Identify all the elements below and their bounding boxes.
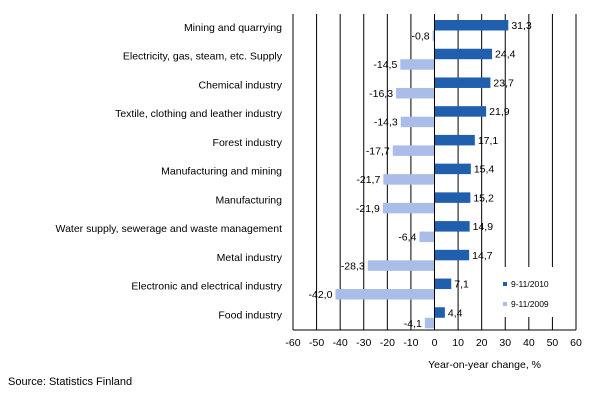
- bar-2010: [434, 20, 509, 31]
- value-label-2010: 15,2: [473, 192, 494, 204]
- value-label-2010: 31,3: [511, 20, 532, 32]
- value-label-2010: 17,1: [478, 135, 499, 147]
- bar-2010: [434, 307, 445, 318]
- x-tick-label: 50: [547, 337, 559, 349]
- value-label-2010: 4,4: [448, 307, 463, 319]
- x-tick-labels: -60 -50 -40 -30 -20 -10 0 10 20 30 40 50 60: [285, 337, 582, 349]
- x-tick-label: -50: [309, 337, 324, 349]
- bar-2010: [434, 163, 471, 175]
- bar-2009: [383, 174, 435, 185]
- source-note: Source: Statistics Finland: [8, 376, 133, 388]
- value-label-2009: -14,5: [373, 59, 397, 71]
- value-label-2009: -17,7: [366, 145, 390, 157]
- value-label-2010: 14,9: [473, 221, 494, 233]
- value-label-2010: 23,7: [493, 77, 514, 89]
- value-label-2009: -0,8: [412, 31, 430, 43]
- category-label: Forest industry: [213, 137, 283, 149]
- value-label-2010: 7,1: [454, 279, 469, 291]
- value-label-2010: 14,7: [472, 250, 493, 262]
- category-label: Manufacturing and mining: [161, 166, 282, 178]
- bar-2010: [434, 134, 475, 146]
- bars: [335, 20, 509, 329]
- category-label: Metal industry: [217, 252, 283, 264]
- x-tick-label: -20: [380, 337, 395, 349]
- value-label-2009: -16,3: [369, 88, 393, 100]
- legend: 9-11/2010 9-11/2009: [497, 267, 569, 317]
- category-label: Textile, clothing and leather industry: [115, 108, 283, 120]
- category-label: Electronic and electrical industry: [131, 281, 282, 293]
- value-label-2009: -4,1: [404, 318, 422, 330]
- bar-2009: [367, 260, 435, 271]
- category-label: Manufacturing: [215, 194, 282, 206]
- value-label-2009: -21,7: [356, 174, 380, 186]
- legend-swatch-2009: [503, 302, 507, 306]
- bar-2010: [434, 106, 487, 117]
- x-tick-label: -30: [356, 337, 371, 349]
- bar-2009: [392, 145, 435, 156]
- x-tick-label: 20: [476, 337, 488, 349]
- value-label-2009: -42,0: [309, 289, 333, 301]
- x-tick-label: 40: [523, 337, 535, 349]
- x-tick-label: -10: [403, 337, 418, 349]
- x-tick-label: 30: [499, 337, 511, 349]
- bar-2010: [434, 192, 471, 203]
- x-tick-label: 0: [432, 337, 438, 349]
- category-label: Mining and quarrying: [184, 22, 282, 34]
- x-tick-label: 10: [452, 337, 464, 349]
- bar-2010: [434, 77, 491, 88]
- value-label-2009: -21,9: [356, 203, 380, 215]
- value-label-2010: 24,4: [495, 49, 516, 61]
- bar-2010: [434, 221, 470, 232]
- x-tick-label: -60: [285, 337, 300, 349]
- bar-2009: [382, 202, 435, 214]
- value-label-2010: 15,4: [474, 164, 495, 176]
- category-label: Electricity, gas, steam, etc. Supply: [123, 51, 283, 63]
- legend-label-2010: 9-11/2010: [511, 279, 549, 289]
- bar-2009: [335, 289, 435, 300]
- value-label-2010: 21,9: [489, 106, 510, 118]
- x-tick-label: -40: [333, 337, 348, 349]
- x-axis-title: Year-on-year change, %: [428, 359, 541, 371]
- category-labels: Mining and quarrying Electricity, gas, st…: [56, 22, 283, 321]
- value-label-2009: -14,3: [374, 117, 398, 129]
- x-tick-label: 60: [570, 337, 582, 349]
- bar-2010: [434, 278, 452, 290]
- bar-2010: [434, 249, 470, 261]
- bar-2009: [424, 317, 435, 329]
- value-labels: 31,3 -0,8 24,4 -14,5 23,7 -16,3 21,9 -14,3 17,1 -…: [309, 20, 532, 330]
- bar-2009: [400, 116, 435, 128]
- bar-2009: [396, 87, 435, 99]
- legend-box: [497, 267, 569, 317]
- value-label-2009: -28,3: [341, 260, 365, 272]
- bar-2009: [432, 30, 435, 41]
- legend-swatch-2010: [503, 282, 507, 286]
- bar-2010: [434, 48, 493, 60]
- bar-2009: [400, 59, 435, 70]
- category-label: Food industry: [218, 309, 282, 321]
- bar-2009: [419, 231, 435, 243]
- category-label: Chemical industry: [199, 79, 283, 91]
- category-label: Water supply, sewerage and waste managem…: [56, 223, 283, 235]
- legend-label-2009: 9-11/2009: [511, 299, 549, 309]
- value-label-2009: -6,4: [398, 232, 416, 244]
